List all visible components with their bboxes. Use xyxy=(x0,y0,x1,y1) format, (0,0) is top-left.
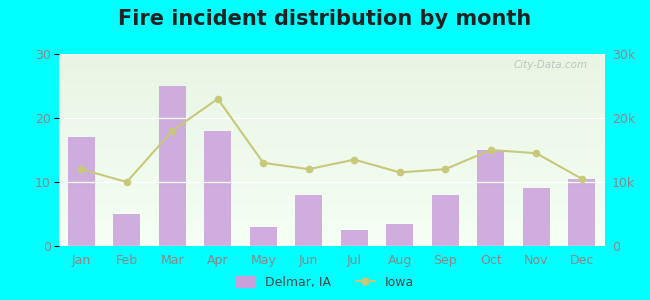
Bar xyxy=(204,131,231,246)
Text: City-Data.com: City-Data.com xyxy=(514,60,588,70)
Bar xyxy=(432,195,459,246)
Legend: Delmar, IA, Iowa: Delmar, IA, Iowa xyxy=(231,271,419,294)
Bar xyxy=(523,188,550,246)
Bar xyxy=(68,137,95,246)
Bar xyxy=(250,227,277,246)
Bar xyxy=(113,214,140,246)
Bar xyxy=(295,195,322,246)
Bar xyxy=(568,179,595,246)
Bar xyxy=(386,224,413,246)
Bar xyxy=(159,86,186,246)
Bar xyxy=(477,150,504,246)
Text: Fire incident distribution by month: Fire incident distribution by month xyxy=(118,9,532,29)
Bar xyxy=(341,230,368,246)
